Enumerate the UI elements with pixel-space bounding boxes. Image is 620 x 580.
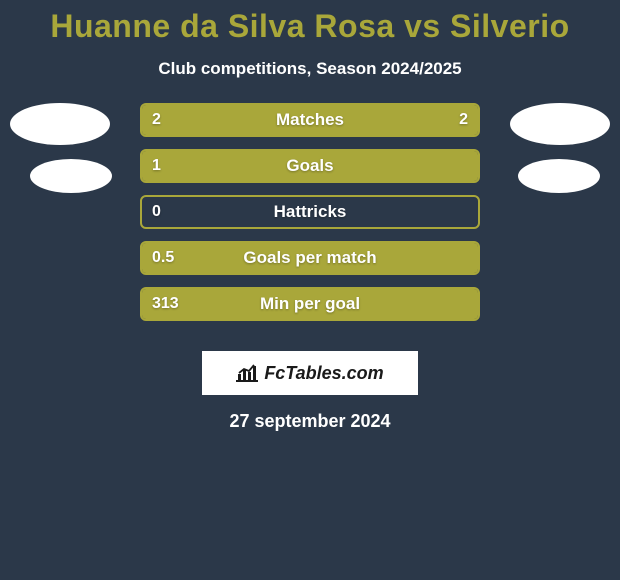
chart-icon — [236, 364, 258, 382]
player1-avatar-small — [30, 159, 112, 193]
comparison-chart: 2Matches2 1Goals 0Hattricks 0.5Goals per ma… — [0, 103, 620, 343]
bar-value-right: 2 — [459, 105, 468, 135]
bar-label: Goals per match — [142, 243, 478, 273]
bar-label: Goals — [142, 151, 478, 181]
bar-row: 0.5Goals per match — [140, 241, 480, 275]
bar-label: Min per goal — [142, 289, 478, 319]
bar-row: 313Min per goal — [140, 287, 480, 321]
fctables-logo: FcTables.com — [202, 351, 418, 395]
player1-avatar-large — [10, 103, 110, 145]
player2-avatar-large — [510, 103, 610, 145]
bar-row: 2Matches2 — [140, 103, 480, 137]
chart-date: 27 september 2024 — [0, 411, 620, 432]
player2-avatar-small — [518, 159, 600, 193]
bar-row: 0Hattricks — [140, 195, 480, 229]
bar-row: 1Goals — [140, 149, 480, 183]
page-title: Huanne da Silva Rosa vs Silverio — [0, 0, 620, 45]
bar-label: Matches — [142, 105, 478, 135]
page-subtitle: Club competitions, Season 2024/2025 — [0, 59, 620, 79]
bar-label: Hattricks — [142, 197, 478, 227]
logo-text: FcTables.com — [264, 363, 383, 384]
bars-container: 2Matches2 1Goals 0Hattricks 0.5Goals per ma… — [140, 103, 480, 333]
